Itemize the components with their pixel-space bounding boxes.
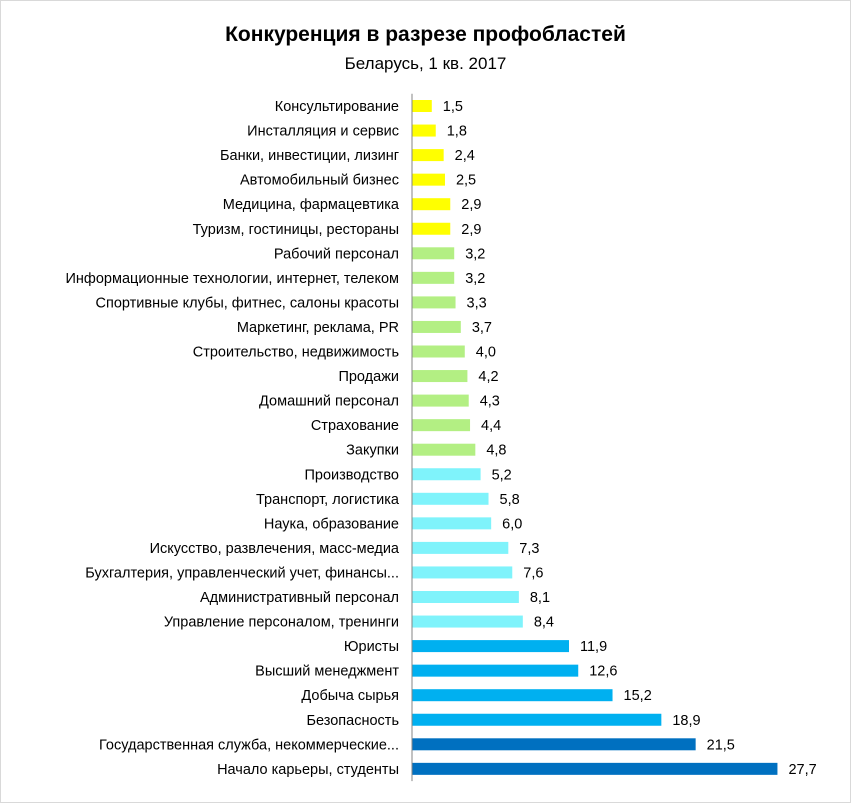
- bar: [412, 640, 569, 653]
- category-label: Начало карьеры, студенты: [217, 762, 399, 778]
- bar: [412, 320, 461, 333]
- data-label: 1,8: [447, 124, 467, 140]
- category-label: Бухгалтерия, управленческий учет, финанс…: [85, 565, 399, 581]
- category-label: Закупки: [346, 443, 399, 459]
- data-label: 3,3: [467, 295, 487, 311]
- category-label: Медицина, фармацевтика: [223, 197, 400, 213]
- bar: [412, 222, 451, 235]
- bars: [412, 100, 778, 775]
- data-label: 4,4: [481, 418, 501, 434]
- category-label: Транспорт, логистика: [256, 492, 400, 508]
- category-label: Маркетинг, реклама, PR: [237, 320, 399, 336]
- data-label: 1,5: [443, 99, 463, 115]
- data-label: 12,6: [589, 664, 617, 680]
- category-label: Высший менеджмент: [255, 664, 399, 680]
- data-label: 18,9: [672, 713, 700, 729]
- data-label: 8,4: [534, 615, 554, 631]
- category-label: Управление персоналом, тренинги: [164, 615, 399, 631]
- data-label: 2,9: [461, 197, 481, 213]
- data-label: 4,3: [480, 394, 500, 410]
- category-label: Автомобильный бизнес: [240, 173, 399, 189]
- category-label: Административный персонал: [200, 590, 399, 606]
- data-label: 21,5: [707, 737, 735, 753]
- category-label: Рабочий персонал: [274, 246, 399, 262]
- data-label: 4,2: [478, 369, 498, 385]
- data-label: 8,1: [530, 590, 550, 606]
- data-label: 11,9: [580, 639, 607, 655]
- bar: [412, 443, 476, 456]
- data-label: 3,2: [465, 246, 485, 262]
- bar: [412, 517, 492, 530]
- data-label: 15,2: [624, 688, 652, 704]
- chart-title: Конкуренция в разрезе профобластей: [225, 23, 626, 46]
- bar: [412, 689, 613, 702]
- data-label: 7,3: [519, 541, 539, 557]
- data-label: 27,7: [788, 762, 816, 778]
- category-label: Безопасность: [307, 713, 400, 729]
- category-label: Банки, инвестиции, лизинг: [220, 148, 399, 164]
- data-label: 5,8: [500, 492, 520, 508]
- bar: [412, 296, 456, 309]
- bar: [412, 566, 513, 579]
- bar: [412, 271, 455, 284]
- bar: [412, 541, 509, 554]
- bar: [412, 100, 432, 112]
- bar: [412, 468, 481, 481]
- bar: [412, 738, 696, 751]
- chart-subtitle: Беларусь, 1 кв. 2017: [344, 54, 507, 73]
- category-label: Строительство, недвижимость: [193, 345, 399, 361]
- category-label: Туризм, гостиницы, рестораны: [193, 222, 399, 238]
- data-label: 3,2: [465, 271, 485, 287]
- data-label: 3,7: [472, 320, 492, 336]
- data-label: 7,6: [523, 565, 543, 581]
- data-label: 4,8: [486, 443, 506, 459]
- category-label: Продажи: [338, 369, 399, 385]
- category-label: Консультирование: [275, 99, 399, 115]
- data-label: 5,2: [492, 467, 512, 483]
- data-label: 6,0: [502, 516, 522, 532]
- category-label: Инсталляция и сервис: [247, 124, 399, 140]
- bar: [412, 247, 455, 260]
- category-label: Государственная служба, некоммерческие..…: [99, 737, 399, 753]
- data-label: 2,5: [456, 173, 476, 189]
- data-label: 2,4: [455, 148, 475, 164]
- bar: [412, 492, 489, 505]
- category-label: Юристы: [344, 639, 399, 655]
- data-labels: 1,5 1,8 2,4 2,5 2,9 2,9 3,2 3,2 3,3 3,7 4,0 4,2 4,3 4…: [443, 99, 817, 778]
- category-label: Страхование: [311, 418, 399, 434]
- bar: [412, 345, 465, 358]
- bar: [412, 762, 778, 775]
- bar: [412, 394, 469, 407]
- category-label: Производство: [304, 467, 399, 483]
- category-label: Искусство, развлечения, масс-медиа: [150, 541, 400, 557]
- bar: [412, 713, 662, 726]
- bar: [412, 173, 445, 186]
- bar: [412, 149, 444, 162]
- data-label: 2,9: [461, 222, 481, 238]
- bar: [412, 124, 436, 137]
- bar: [412, 198, 451, 211]
- category-label: Добыча сырья: [301, 688, 399, 704]
- category-label: Информационные технологии, интернет, тел…: [66, 271, 400, 287]
- bar: [412, 419, 471, 432]
- category-labels: Консультирование Инсталляция и сервис Банк…: [66, 99, 400, 778]
- bar: [412, 615, 523, 628]
- bar: [412, 370, 468, 383]
- bar: [412, 664, 579, 677]
- category-label: Спортивные клубы, фитнес, салоны красоты: [96, 295, 399, 311]
- data-label: 4,0: [476, 345, 496, 361]
- bar: [412, 591, 519, 603]
- category-label: Наука, образование: [264, 516, 399, 532]
- category-label: Домашний персонал: [259, 394, 399, 410]
